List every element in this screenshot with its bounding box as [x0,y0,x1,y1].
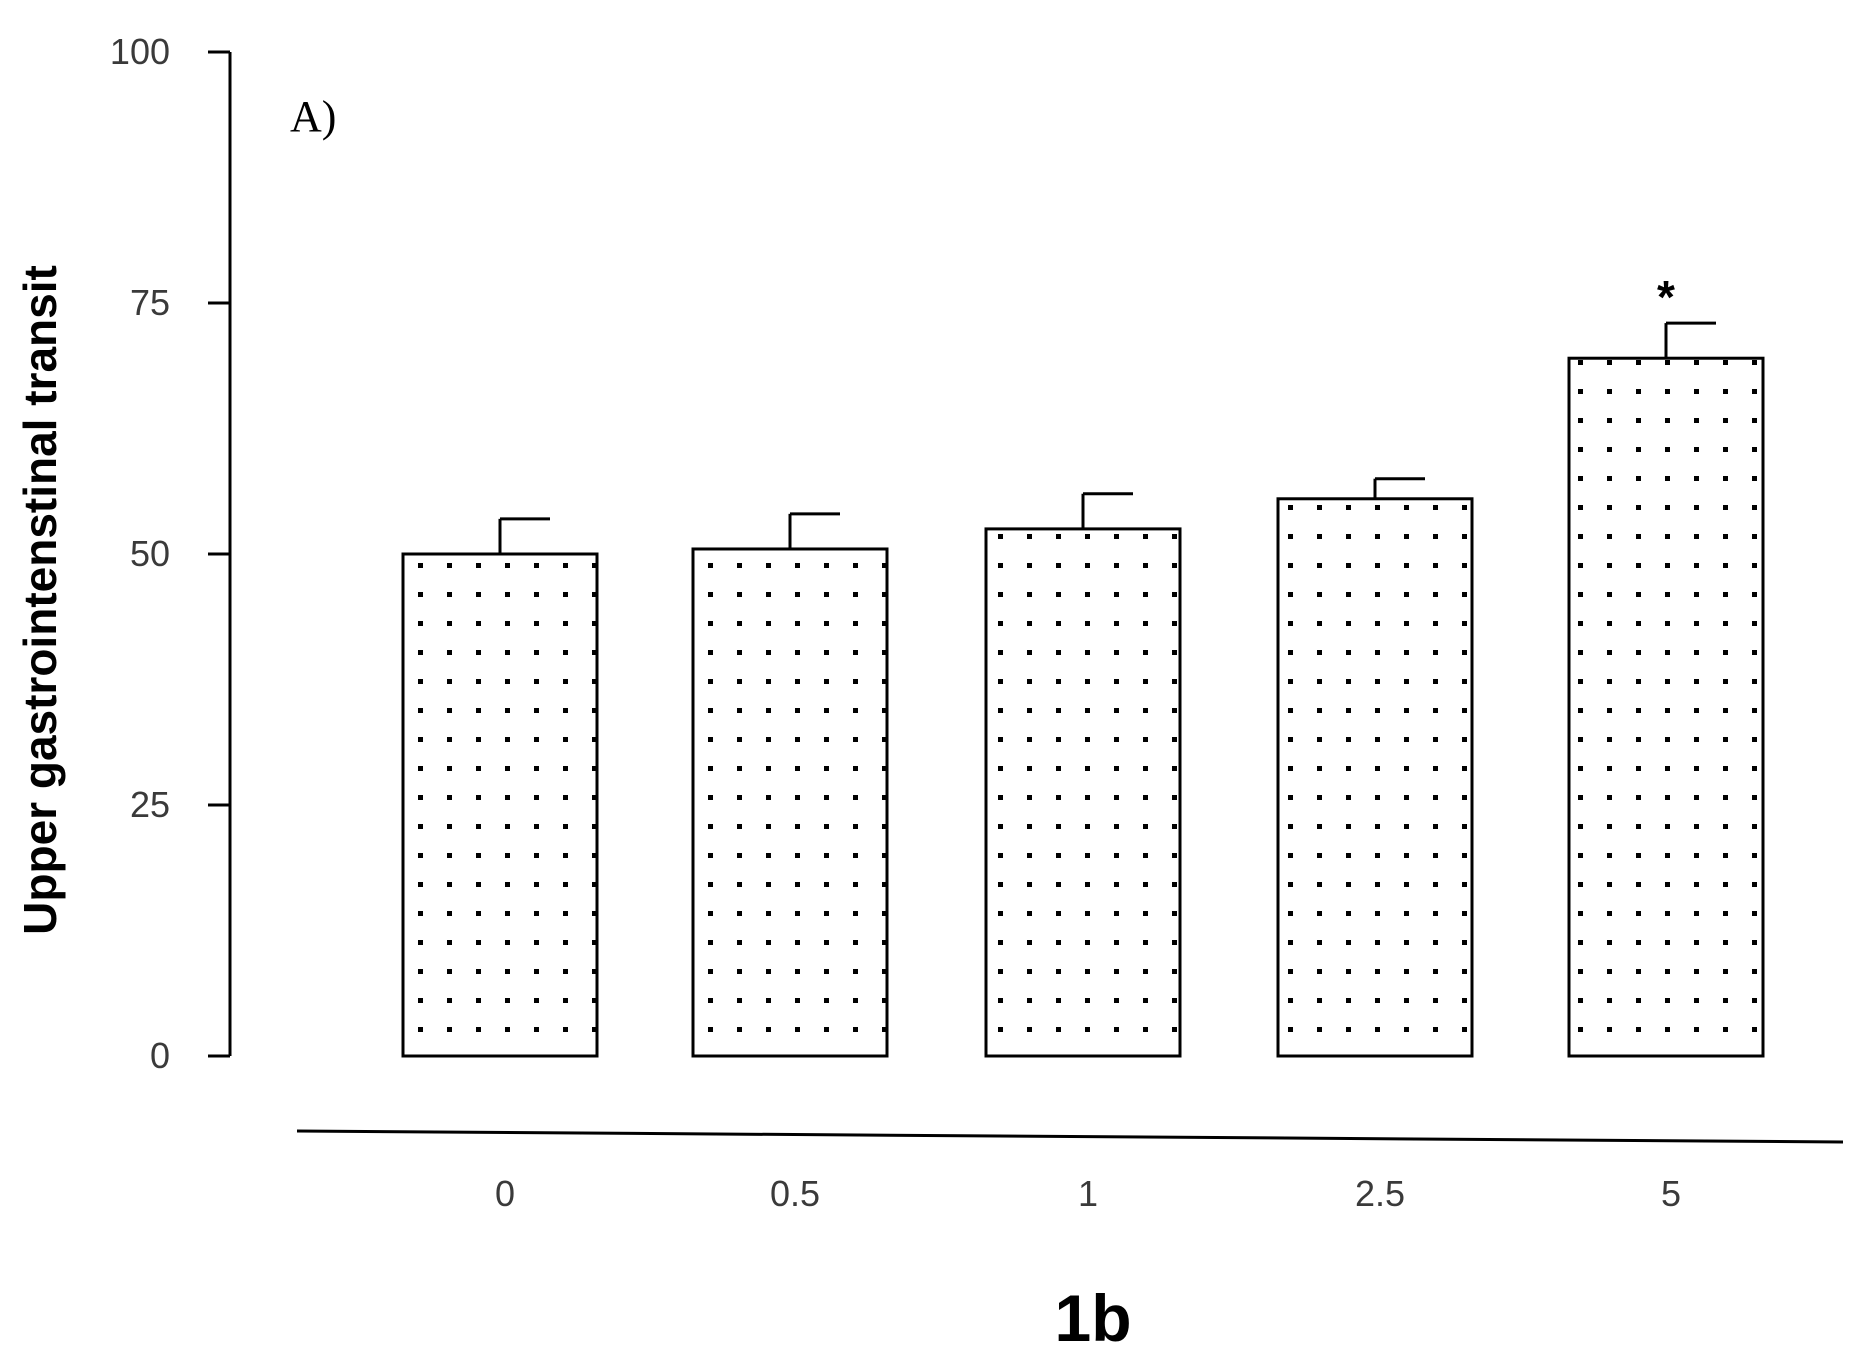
x-tick-label: 0.5 [770,1173,820,1214]
bar [1276,497,1474,1058]
y-axis-title: Upper gastrointenstinal transit [14,265,66,935]
bar [401,552,599,1058]
y-tick-label: 0 [150,1035,170,1076]
bars: * [401,271,1765,1058]
x-tick-label: 2.5 [1355,1173,1405,1214]
y-tick-label: 50 [130,533,170,574]
x-tick-label: 0 [495,1173,515,1214]
x-axis-line [296,1129,1844,1144]
y-tick-label: 100 [110,31,170,72]
x-tick-label: 1 [1078,1173,1098,1214]
x-ticks: 0 0.5 1 2.5 5 [495,1173,1681,1214]
x-axis-title: 1b [1054,1281,1131,1355]
bar [984,527,1182,1058]
bar [1567,356,1765,1058]
bar [691,547,889,1058]
panel-label: A) [290,92,336,141]
x-tick-label: 5 [1661,1173,1681,1214]
significance-marker: * [1657,271,1675,323]
y-ticks: 0 25 50 75 100 [110,31,230,1076]
y-tick-label: 25 [130,784,170,825]
y-tick-label: 75 [130,282,170,323]
